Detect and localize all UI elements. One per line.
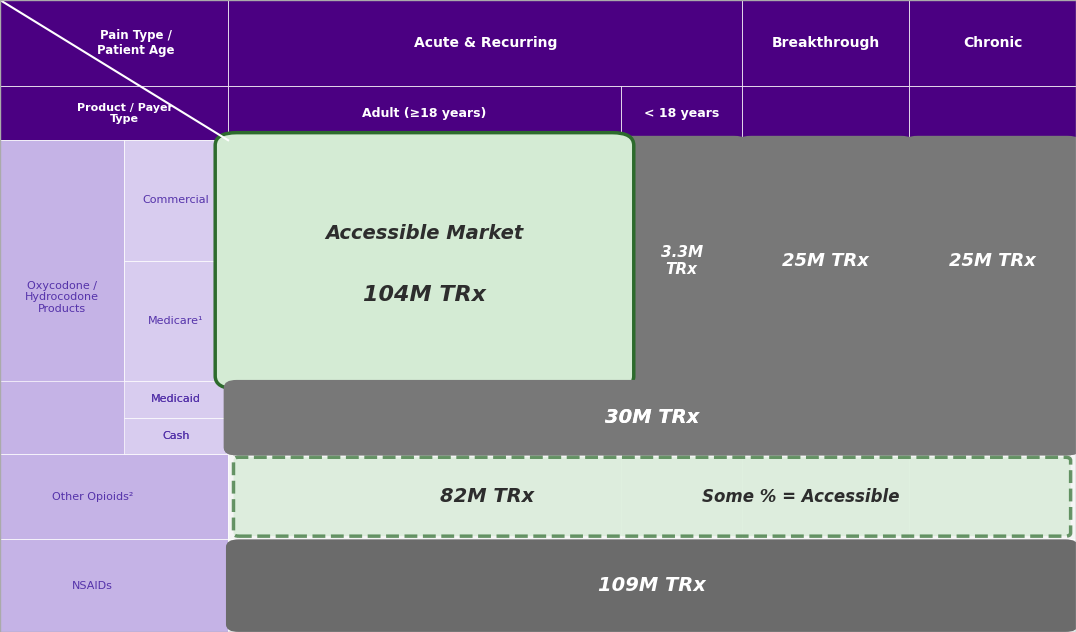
FancyBboxPatch shape: [742, 454, 909, 539]
FancyBboxPatch shape: [902, 136, 1076, 386]
Text: Some % = Accessible: Some % = Accessible: [702, 488, 900, 506]
FancyBboxPatch shape: [228, 0, 742, 87]
Text: Accessible Market: Accessible Market: [325, 224, 524, 243]
Text: Other Opioids²: Other Opioids²: [52, 492, 133, 502]
Text: 104M TRx: 104M TRx: [363, 285, 486, 305]
FancyBboxPatch shape: [226, 539, 1076, 632]
FancyBboxPatch shape: [613, 136, 750, 386]
FancyBboxPatch shape: [224, 380, 1076, 455]
Text: 82M TRx: 82M TRx: [440, 487, 534, 506]
Text: Cash: Cash: [162, 431, 189, 441]
FancyBboxPatch shape: [742, 261, 909, 381]
FancyBboxPatch shape: [909, 87, 1076, 140]
FancyBboxPatch shape: [228, 261, 621, 381]
FancyBboxPatch shape: [0, 87, 228, 140]
Text: 25M TRx: 25M TRx: [949, 252, 1036, 270]
FancyBboxPatch shape: [0, 381, 228, 454]
FancyBboxPatch shape: [228, 87, 621, 140]
FancyBboxPatch shape: [228, 381, 621, 454]
FancyBboxPatch shape: [0, 539, 228, 632]
FancyBboxPatch shape: [228, 454, 621, 539]
FancyBboxPatch shape: [0, 140, 124, 454]
Text: 25M TRx: 25M TRx: [782, 252, 869, 270]
Text: Commercial: Commercial: [142, 195, 210, 205]
Text: Medicaid: Medicaid: [151, 394, 201, 404]
FancyBboxPatch shape: [621, 140, 742, 261]
Text: Chronic: Chronic: [963, 36, 1022, 51]
FancyBboxPatch shape: [0, 454, 228, 539]
FancyBboxPatch shape: [124, 418, 228, 454]
Text: Oxycodone /
Hydrocodone
Products: Oxycodone / Hydrocodone Products: [25, 281, 99, 313]
FancyBboxPatch shape: [124, 261, 228, 381]
FancyBboxPatch shape: [909, 140, 1076, 261]
Text: 109M TRx: 109M TRx: [598, 576, 706, 595]
FancyBboxPatch shape: [742, 87, 909, 140]
Text: 3.3M
TRx: 3.3M TRx: [661, 245, 703, 277]
FancyBboxPatch shape: [621, 539, 742, 632]
Text: Breakthrough: Breakthrough: [771, 36, 880, 51]
Text: Acute & Recurring: Acute & Recurring: [413, 36, 557, 51]
FancyBboxPatch shape: [621, 381, 742, 454]
FancyBboxPatch shape: [909, 454, 1076, 539]
FancyBboxPatch shape: [909, 261, 1076, 381]
FancyBboxPatch shape: [909, 539, 1076, 632]
Text: Medicaid: Medicaid: [151, 394, 201, 404]
FancyBboxPatch shape: [124, 381, 228, 418]
FancyBboxPatch shape: [224, 380, 1076, 455]
Text: Adult (≥18 years): Adult (≥18 years): [363, 107, 486, 120]
FancyBboxPatch shape: [124, 140, 228, 261]
Text: NSAIDs: NSAIDs: [72, 581, 113, 591]
Text: Cash: Cash: [162, 431, 189, 441]
Text: Product / Payer
Type: Product / Payer Type: [76, 102, 173, 124]
FancyBboxPatch shape: [742, 539, 909, 632]
Text: Medicare¹: Medicare¹: [148, 316, 203, 326]
FancyBboxPatch shape: [233, 457, 1071, 536]
Text: < 18 years: < 18 years: [645, 107, 719, 120]
FancyBboxPatch shape: [228, 140, 621, 261]
FancyBboxPatch shape: [909, 381, 1076, 454]
FancyBboxPatch shape: [228, 539, 621, 632]
FancyBboxPatch shape: [621, 454, 742, 539]
Text: 30M TRx: 30M TRx: [605, 408, 699, 427]
FancyBboxPatch shape: [742, 0, 909, 87]
FancyBboxPatch shape: [909, 0, 1076, 87]
FancyBboxPatch shape: [735, 136, 917, 386]
FancyBboxPatch shape: [124, 418, 228, 454]
Text: 30M TRx: 30M TRx: [605, 408, 699, 427]
Text: Pain Type /
Patient Age: Pain Type / Patient Age: [97, 29, 174, 58]
FancyBboxPatch shape: [215, 133, 634, 389]
FancyBboxPatch shape: [742, 381, 909, 454]
FancyBboxPatch shape: [124, 381, 228, 418]
FancyBboxPatch shape: [742, 140, 909, 261]
FancyBboxPatch shape: [621, 87, 742, 140]
FancyBboxPatch shape: [0, 0, 228, 87]
FancyBboxPatch shape: [621, 261, 742, 381]
